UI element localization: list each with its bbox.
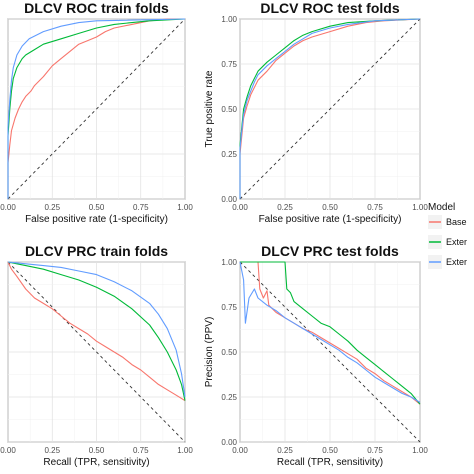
x-tick-label: 0.25 <box>44 203 60 212</box>
y-tick-label: 0.50 <box>221 105 237 114</box>
series-line-2 <box>239 18 421 199</box>
x-tick-label: 1.00 <box>412 203 428 212</box>
x-tick-label: 0.00 <box>0 203 16 212</box>
x-tick-label: 0.00 <box>232 203 248 212</box>
chart-title: DLCV PRC train folds <box>25 243 168 259</box>
y-tick-label: 0.75 <box>221 60 237 69</box>
y-tick-label: 0.25 <box>221 150 237 159</box>
reference-diagonal-line <box>7 18 186 200</box>
x-tick-label: 1.00 <box>412 446 428 455</box>
legend-label-exter-blue: Exter <box>446 257 467 267</box>
y-tick-label: 1.00 <box>221 15 237 24</box>
x-axis-label: False positive rate (1-specificity) <box>25 214 168 225</box>
legend: Model Base Exter Exter <box>428 202 467 269</box>
x-tick-label: 0.75 <box>367 446 383 455</box>
x-tick-label: 0.00 <box>232 446 248 455</box>
legend-label-exter-green: Exter <box>446 237 467 247</box>
x-axis-label: Recall (TPR, sensitivity) <box>277 457 383 468</box>
x-tick-label: 0.50 <box>89 203 105 212</box>
series-line-2 <box>240 261 421 405</box>
x-tick-label: 0.50 <box>89 446 105 455</box>
y-tick-label: 1.00 <box>221 258 237 267</box>
legend-title: Model <box>428 202 455 213</box>
series-line-2 <box>7 261 186 401</box>
x-tick-label: 0.00 <box>0 446 16 455</box>
series-line-1 <box>7 18 185 199</box>
y-tick-label: 0.25 <box>221 393 237 402</box>
x-tick-label: 0.75 <box>133 446 149 455</box>
x-tick-label: 0.50 <box>322 203 338 212</box>
series-line-1 <box>7 261 186 402</box>
series-line-3 <box>7 18 186 199</box>
x-tick-label: 0.25 <box>277 203 293 212</box>
legend-item-exter-green: Exter <box>428 235 467 249</box>
x-tick-label: 1.00 <box>177 203 193 212</box>
series-line-1 <box>240 261 421 405</box>
x-tick-label: 0.25 <box>44 446 60 455</box>
chart-title: DLCV ROC test folds <box>260 0 399 16</box>
legend-item-base: Base <box>428 215 467 229</box>
chart-panel-2: 0.00 0.25 0.50 0.75 1.00 0.00 0.25 0.50 0.75 1.00… <box>204 0 428 225</box>
y-axis-label: True positive rate <box>204 70 215 147</box>
x-axis-label: False positive rate (1-specificity) <box>259 214 402 225</box>
series-line-2 <box>7 18 186 199</box>
chart-panel-1: 0.00 0.25 0.50 0.75 1.00 DLCV ROC train folds… <box>0 0 193 225</box>
x-tick-label: 0.25 <box>277 446 293 455</box>
x-tick-label: 0.75 <box>133 203 149 212</box>
y-tick-label: 0.00 <box>221 438 237 447</box>
x-tick-label: 0.50 <box>322 446 338 455</box>
y-tick-label: 0.50 <box>221 348 237 357</box>
x-axis-label: Recall (TPR, sensitivity) <box>43 457 149 468</box>
y-axis-label: Precision (PPV) <box>204 317 215 388</box>
chart-title: DLCV PRC test folds <box>261 243 399 259</box>
series-line-3 <box>7 261 186 398</box>
reference-diagonal-line <box>239 18 421 200</box>
reference-diagonal-line <box>239 261 421 443</box>
chart-title: DLCV ROC train folds <box>24 0 169 16</box>
reference-diagonal-line <box>7 261 186 443</box>
y-tick-label: 0.00 <box>221 195 237 204</box>
x-tick-label: 1.00 <box>177 446 193 455</box>
series-line-3 <box>239 18 421 199</box>
x-tick-label: 0.75 <box>367 203 383 212</box>
y-tick-label: 0.75 <box>221 303 237 312</box>
legend-item-exter-blue: Exter <box>428 255 467 269</box>
chart-panel-4: 0.00 0.25 0.50 0.75 1.00 0.00 0.25 0.50 0.75 1.00… <box>204 243 428 468</box>
chart-panel-3: 0.00 0.25 0.50 0.75 1.00 DLCV PRC train folds… <box>0 243 193 468</box>
legend-label-base: Base <box>446 217 467 227</box>
series-line-3 <box>239 261 421 403</box>
